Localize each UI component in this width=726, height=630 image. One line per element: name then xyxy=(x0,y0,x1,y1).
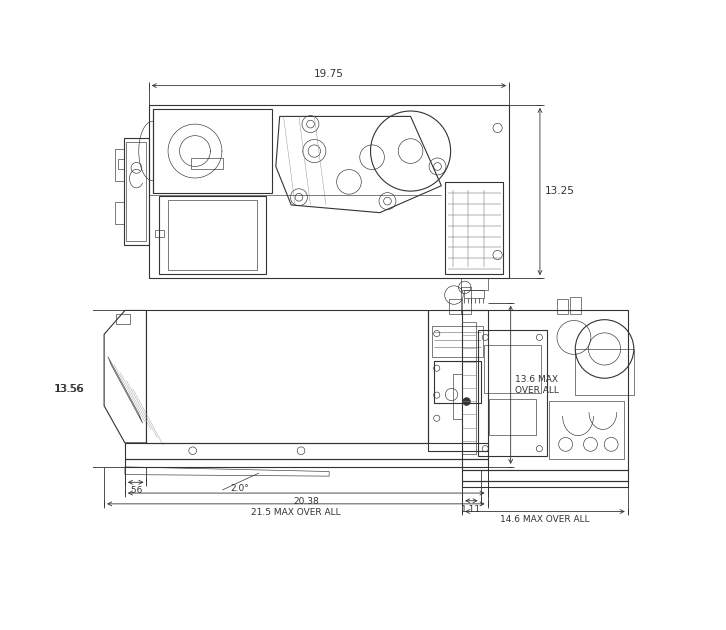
Text: 13.6 MAX
OVER ALL: 13.6 MAX OVER ALL xyxy=(515,375,559,395)
Text: 13.56: 13.56 xyxy=(54,384,83,394)
Bar xyxy=(168,200,256,270)
Bar xyxy=(126,142,147,241)
Bar xyxy=(428,311,488,450)
Bar xyxy=(124,138,149,245)
Bar xyxy=(115,149,124,181)
Bar xyxy=(460,287,471,314)
Bar xyxy=(433,360,481,403)
Bar xyxy=(549,401,624,459)
Text: 13.25: 13.25 xyxy=(544,186,574,197)
Bar xyxy=(462,470,628,481)
Bar xyxy=(191,158,224,169)
Bar xyxy=(125,459,488,467)
Bar xyxy=(125,443,488,459)
Bar xyxy=(159,196,266,274)
Text: 21.5 MAX OVER ALL: 21.5 MAX OVER ALL xyxy=(251,508,340,517)
Bar xyxy=(465,290,484,298)
Circle shape xyxy=(462,398,470,405)
Bar xyxy=(149,105,509,278)
Bar xyxy=(118,159,124,168)
Bar xyxy=(462,322,476,454)
Bar xyxy=(115,314,129,324)
Text: .56: .56 xyxy=(129,486,143,495)
Bar xyxy=(460,278,488,290)
Bar xyxy=(449,299,462,314)
Bar xyxy=(489,399,536,435)
Text: 14.6 MAX OVER ALL: 14.6 MAX OVER ALL xyxy=(500,515,590,524)
Text: 1.11: 1.11 xyxy=(461,505,481,513)
Bar xyxy=(453,374,462,419)
Bar xyxy=(155,229,164,238)
Bar xyxy=(152,109,272,193)
Bar xyxy=(115,202,124,224)
Bar xyxy=(432,326,483,357)
Bar xyxy=(484,345,541,393)
Bar xyxy=(558,299,568,314)
Bar xyxy=(445,182,503,274)
Text: 2.0°: 2.0° xyxy=(231,484,250,493)
Text: 19.75: 19.75 xyxy=(314,69,344,79)
Bar xyxy=(478,329,547,456)
Bar xyxy=(147,311,428,443)
Bar xyxy=(575,349,634,395)
Bar xyxy=(462,311,628,470)
Bar xyxy=(462,481,628,487)
Text: 20.38: 20.38 xyxy=(293,497,319,506)
Text: 13.56: 13.56 xyxy=(55,384,85,394)
Bar xyxy=(570,297,581,314)
